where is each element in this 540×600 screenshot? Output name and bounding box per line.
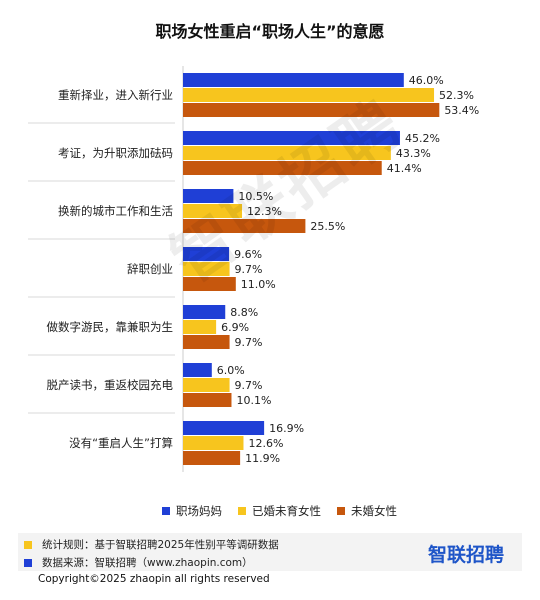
data-label: 46.0% — [409, 74, 444, 87]
bar — [183, 393, 232, 407]
category-label: 没有“重启人生”打算 — [69, 436, 173, 450]
legend-swatch — [337, 507, 345, 515]
category-label: 辞职创业 — [127, 262, 173, 276]
note-text: 统计规则：基于智联招聘2025年性别平等调研数据 — [42, 539, 279, 551]
category-label: 重新择业，进入新行业 — [58, 88, 173, 102]
category-label: 脱产读书，重返校园充电 — [47, 378, 174, 392]
category-label: 换新的城市工作和生活 — [58, 204, 173, 218]
footer-box — [18, 533, 522, 571]
data-label: 9.7% — [235, 336, 263, 349]
legend-swatch — [238, 507, 246, 515]
bar — [183, 262, 230, 276]
data-label: 9.7% — [235, 379, 263, 392]
bar — [183, 436, 244, 450]
bar — [183, 305, 226, 319]
bar — [183, 161, 382, 175]
legend-item-moms: 职场妈妈 — [162, 503, 222, 519]
bar — [183, 247, 230, 261]
category-label: 考证，为升职添加砝码 — [58, 146, 173, 160]
bar — [183, 219, 306, 233]
data-label: 8.8% — [230, 306, 258, 319]
bar — [183, 131, 400, 145]
zhaopin-logo: 智联招聘 — [428, 544, 505, 566]
data-label: 11.9% — [245, 452, 280, 465]
legend-swatch — [162, 507, 170, 515]
data-label: 6.9% — [221, 321, 249, 334]
bar — [183, 363, 212, 377]
data-label: 25.5% — [310, 220, 345, 233]
data-label: 6.0% — [217, 364, 245, 377]
data-label: 12.6% — [248, 437, 283, 450]
legend-label: 已婚未育女性 — [252, 504, 321, 518]
category-label: 做数字游民，靠兼职为生 — [47, 320, 174, 334]
data-label: 45.2% — [405, 132, 440, 145]
data-label: 43.3% — [396, 147, 431, 160]
bar — [183, 103, 440, 117]
footer-note-rule: 统计规则：基于智联招聘2025年性别平等调研数据 — [24, 537, 279, 552]
bar — [183, 451, 241, 465]
data-label: 9.7% — [235, 263, 263, 276]
bar — [183, 320, 217, 334]
bar — [183, 146, 391, 160]
note-marker — [24, 540, 32, 549]
data-label: 16.9% — [269, 422, 304, 435]
footer-note-source: 数据来源：智联招聘（www.zhaopin.com） — [24, 555, 253, 570]
note-marker — [24, 558, 32, 567]
data-label: 10.1% — [236, 394, 271, 407]
data-label: 53.4% — [444, 104, 479, 117]
chart-title: 职场女性重启“职场人生”的意愿 — [155, 22, 385, 41]
bar — [183, 335, 230, 349]
data-label: 11.0% — [241, 278, 276, 291]
legend: 职场妈妈 已婚未育女性 未婚女性 — [162, 503, 413, 519]
bar — [183, 88, 435, 102]
legend-item-single: 未婚女性 — [337, 503, 397, 519]
bar — [183, 73, 404, 87]
copyright: Copyright©2025 zhaopin all rights reserv… — [38, 573, 270, 585]
legend-label: 未婚女性 — [351, 504, 397, 518]
bar — [183, 277, 236, 291]
data-label: 41.4% — [387, 162, 422, 175]
bar — [183, 204, 243, 218]
data-label: 52.3% — [439, 89, 474, 102]
legend-item-married: 已婚未育女性 — [238, 503, 321, 519]
data-label: 9.6% — [234, 248, 262, 261]
data-label: 12.3% — [247, 205, 282, 218]
bar — [183, 421, 265, 435]
data-label: 10.5% — [238, 190, 273, 203]
legend-label: 职场妈妈 — [176, 504, 222, 518]
bar — [183, 378, 230, 392]
bar — [183, 189, 234, 203]
note-text: 数据来源：智联招聘（www.zhaopin.com） — [42, 557, 253, 569]
